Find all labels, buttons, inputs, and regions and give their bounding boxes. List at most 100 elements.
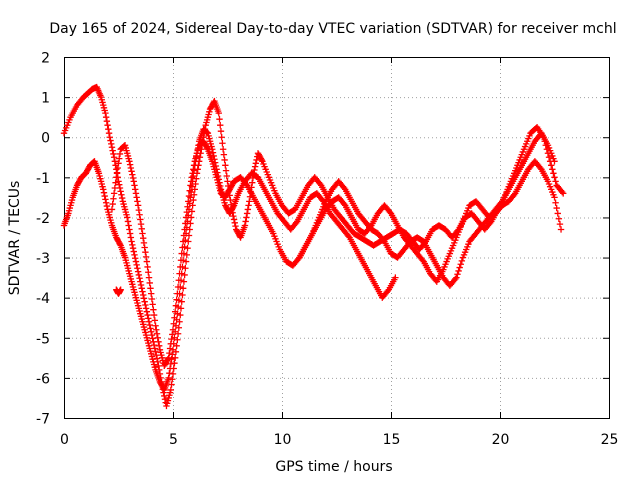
plus-marker [166,349,173,357]
plus-marker [169,326,177,333]
plus-marker [165,354,172,362]
x-tick-label: 20 [492,432,510,448]
plus-marker [133,261,140,269]
plus-marker [107,137,114,144]
plus-marker [179,238,187,245]
plus-marker [152,322,159,329]
plus-marker [143,308,151,315]
plus-marker [203,129,211,136]
plus-marker [187,182,194,189]
plus-marker [189,170,196,177]
plus-marker [137,278,144,285]
plus-marker [100,189,108,196]
x-tick-label: 25 [601,432,619,448]
plus-marker [384,287,391,295]
plus-marker [167,386,175,394]
plus-marker [177,305,185,312]
plus-marker [112,179,119,186]
x-tick-label: 10 [274,432,292,448]
plus-marker [151,317,159,324]
plus-marker [182,265,189,272]
plus-marker [115,160,122,167]
y-tick-label: 0 [41,131,50,147]
plus-marker [171,359,178,367]
plot-frame [64,57,610,419]
plus-marker [188,183,196,190]
plus-marker [126,161,134,168]
plus-marker [223,172,230,180]
plus-marker [345,232,352,240]
plus-marker [172,302,180,309]
plus-marker [148,328,155,335]
series-track-4 [113,286,124,297]
plus-marker [124,218,132,225]
plus-marker [102,109,109,117]
plus-marker [176,270,183,277]
plus-marker [169,346,177,354]
axis-ticks [64,57,610,419]
plus-marker [537,164,544,172]
plus-marker [132,255,139,262]
plus-marker [340,200,348,208]
plus-marker [295,255,302,263]
plus-marker [181,226,188,233]
plus-marker [486,219,494,226]
plus-marker [169,376,176,383]
plus-marker [186,187,193,194]
x-tick-labels: 0 5 10 15 20 25 [60,432,618,448]
plus-marker [174,290,181,297]
plus-marker [249,179,256,186]
plus-marker [185,192,193,200]
plus-marker [110,195,117,202]
plus-marker [117,188,124,195]
plus-marker [138,285,145,292]
plus-marker [137,220,145,228]
plus-marker [380,236,387,244]
y-tick-label: -6 [36,371,50,387]
y-tick-label: -7 [36,412,50,428]
plus-marker [142,301,149,309]
plus-marker [169,351,176,358]
plus-marker [187,188,195,196]
plus-marker [146,321,153,329]
plus-marker [117,286,124,293]
plus-marker [145,274,153,281]
plus-marker [154,334,161,341]
plus-marker [166,345,174,352]
plus-marker [106,134,113,141]
plus-marker [130,178,137,185]
plus-marker [292,219,300,226]
plus-marker [227,196,234,204]
plus-marker [131,182,138,189]
plus-marker [130,248,137,255]
plus-marker [141,244,148,251]
plus-marker [132,186,139,193]
plus-marker [183,251,191,259]
plus-marker [135,206,143,214]
plus-marker [251,166,258,174]
plus-marker [171,354,179,362]
plus-marker [113,169,121,176]
plus-marker [545,154,553,161]
plus-marker [454,271,461,278]
plus-marker [110,190,118,197]
plus-marker [135,271,143,279]
plus-marker [419,257,426,264]
plus-marker [114,164,121,172]
plus-marker [552,178,559,185]
plus-marker [146,279,153,287]
plus-marker [184,244,191,252]
plus-marker [560,190,567,197]
plus-marker [184,203,191,210]
plus-marker [161,392,168,400]
plus-marker [148,331,156,339]
plus-marker [149,335,156,342]
plus-marker [245,202,252,209]
plus-marker [170,320,177,327]
plus-marker [549,166,556,173]
plus-marker [190,162,198,169]
plus-marker [242,218,249,225]
y-tick-label: 2 [41,51,50,67]
plus-marker [113,174,120,181]
plus-marker [127,234,135,241]
